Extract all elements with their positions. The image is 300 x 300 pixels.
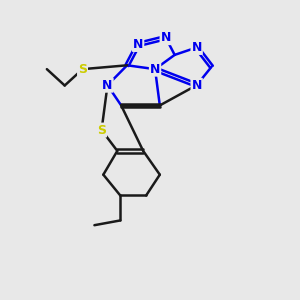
Text: N: N [191,79,202,92]
Text: N: N [133,38,143,51]
Text: N: N [150,63,160,76]
Text: N: N [191,41,202,54]
Text: S: S [78,63,87,76]
Text: N: N [102,79,113,92]
Text: S: S [97,124,106,136]
Text: N: N [160,31,171,44]
